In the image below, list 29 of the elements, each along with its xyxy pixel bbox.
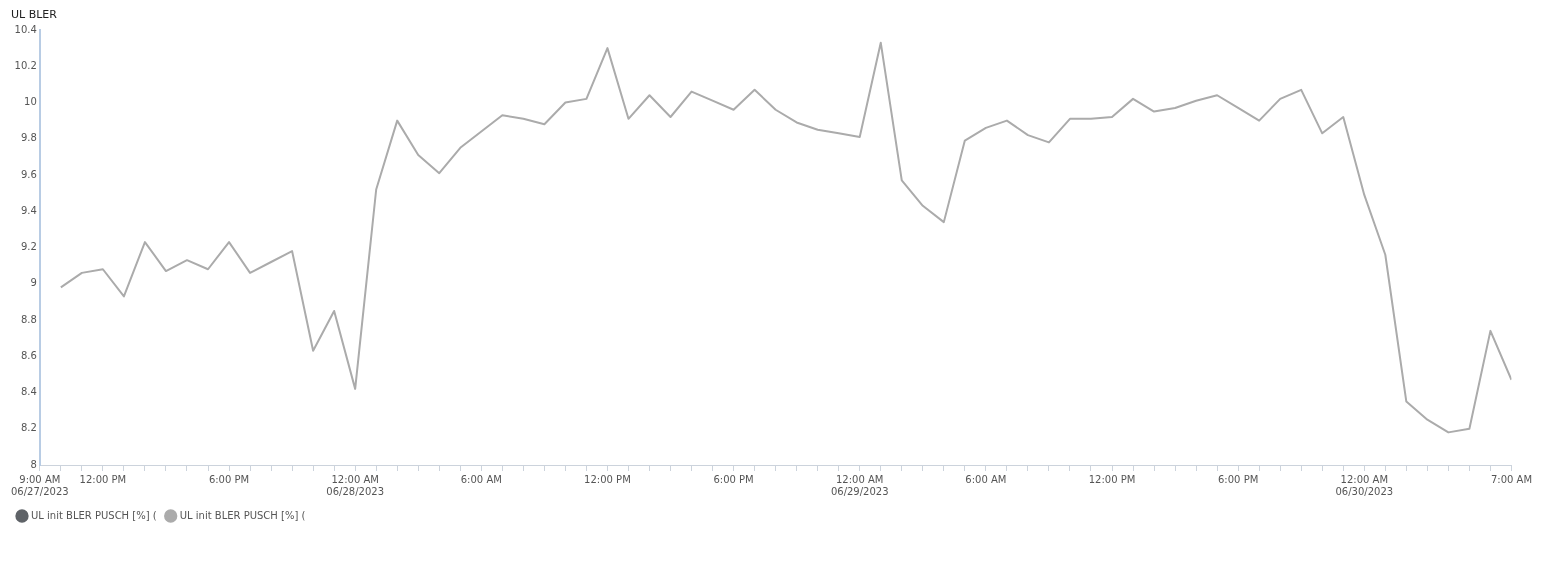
y-tick-label: 9.8 xyxy=(20,132,37,144)
y-tick-label: 8.2 xyxy=(20,422,37,434)
x-tick-label: 12:00 PM xyxy=(584,473,631,485)
x-tick-label: 12:00 AM 06/30/2023 xyxy=(1335,473,1394,497)
legend-label: UL init BLER PUSCH [%] ( xyxy=(179,509,306,521)
x-tick-label: 7:00 AM xyxy=(1490,473,1532,485)
x-tick-label: 6:00 PM xyxy=(713,473,754,485)
x-tick-label: 6:00 AM xyxy=(965,473,1007,485)
y-tick-label: 9.4 xyxy=(20,204,37,216)
x-tick-label: 6:00 AM xyxy=(460,473,502,485)
x-tick-label: 12:00 AM 06/28/2023 xyxy=(326,473,384,497)
x-tick-label: 9:00 AM 06/27/2023 xyxy=(11,473,69,497)
y-tick-label: 9 xyxy=(30,277,37,289)
y-tick-label: 10 xyxy=(24,96,37,108)
x-tick-label: 6:00 PM xyxy=(1218,473,1259,485)
y-tick-label: 9.6 xyxy=(20,168,37,180)
y-tick-label: 8.8 xyxy=(20,313,37,325)
x-tick-label: 12:00 PM xyxy=(1088,473,1136,485)
y-tick-label: 8.6 xyxy=(20,349,37,361)
y-tick-label: 9.2 xyxy=(20,241,37,253)
y-axis-title: UL BLER xyxy=(11,8,58,21)
y-tick-label: 8.4 xyxy=(20,386,37,398)
y-tick-label: 10.2 xyxy=(14,59,37,71)
x-tick-label: 6:00 PM xyxy=(208,473,250,485)
x-tick-label: 12:00 PM xyxy=(79,473,127,485)
y-tick-label: 8 xyxy=(30,458,37,470)
legend-label: UL init BLER PUSCH [%] ( xyxy=(31,509,157,521)
x-tick-label: 12:00 AM 06/29/2023 xyxy=(830,473,889,497)
y-tick-label: 10.4 xyxy=(14,23,37,35)
